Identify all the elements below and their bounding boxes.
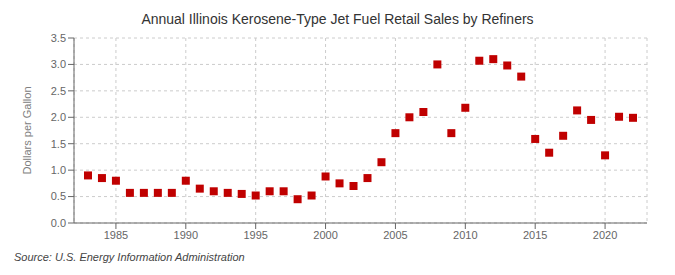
svg-text:2.5: 2.5 bbox=[51, 85, 66, 97]
svg-text:3.5: 3.5 bbox=[51, 32, 66, 44]
svg-text:2005: 2005 bbox=[383, 229, 407, 241]
svg-text:1990: 1990 bbox=[174, 229, 198, 241]
svg-text:1.5: 1.5 bbox=[51, 138, 66, 150]
html-text:Source: U.S. Energy Informatio: Source: U.S. Energy Information Administ… bbox=[14, 251, 245, 263]
svg-text:Dollars per Gallon: Dollars per Gallon bbox=[21, 86, 33, 174]
svg-text:2020: 2020 bbox=[593, 229, 617, 241]
html-text:Annual Illinois Kerosene-Type: Annual Illinois Kerosene-Type Jet Fuel R… bbox=[141, 11, 534, 27]
svg-text:2000: 2000 bbox=[313, 229, 337, 241]
svg-text:1985: 1985 bbox=[104, 229, 128, 241]
svg-text:0.5: 0.5 bbox=[51, 190, 66, 202]
svg-text:1.0: 1.0 bbox=[51, 164, 66, 176]
svg-text:2.0: 2.0 bbox=[51, 111, 66, 123]
svg-text:0.0: 0.0 bbox=[51, 217, 66, 229]
svg-text:2015: 2015 bbox=[523, 229, 547, 241]
svg-text:3.0: 3.0 bbox=[51, 58, 66, 70]
svg-text:1995: 1995 bbox=[243, 229, 267, 241]
svg-text:2010: 2010 bbox=[453, 229, 477, 241]
